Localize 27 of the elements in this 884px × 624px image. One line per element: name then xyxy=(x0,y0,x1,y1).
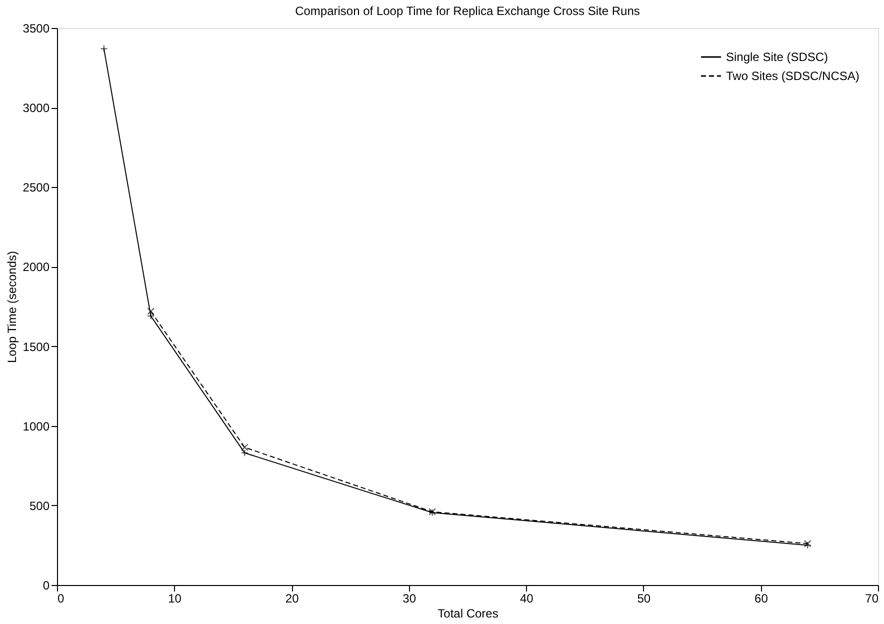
x-tick-label: 20 xyxy=(285,592,300,606)
y-tick-label: 0 xyxy=(42,578,50,592)
y-tick-label: 1000 xyxy=(22,419,50,434)
point xyxy=(804,542,812,549)
x-tick-label: 30 xyxy=(402,592,416,606)
x-axis-title: Total Cores xyxy=(438,606,498,620)
point xyxy=(100,45,108,52)
chart-title: Comparison of Loop Time for Replica Exchange Cross Site Runs xyxy=(295,4,640,18)
x-tick-label: 70 xyxy=(865,592,879,606)
point xyxy=(240,449,248,457)
y-tick-label: 3000 xyxy=(22,101,50,116)
point xyxy=(804,540,812,548)
y-axis-title: Loop Time (seconds) xyxy=(4,250,19,364)
x-tick-label: 40 xyxy=(520,592,534,606)
legend-label: Two Sites (SDSC/NCSA) xyxy=(726,69,860,83)
y-tick-label: 500 xyxy=(29,498,50,513)
point xyxy=(147,308,154,315)
x-tick-label: 60 xyxy=(754,592,768,606)
x-tick-label: 0 xyxy=(58,592,64,606)
legend-label: Single Site (SDSC) xyxy=(726,50,828,64)
y-tick-label: 2500 xyxy=(22,180,50,195)
x-tick-label: 10 xyxy=(168,592,182,606)
x-tick-label: 50 xyxy=(637,592,651,606)
point xyxy=(240,444,248,452)
y-tick-label: 3500 xyxy=(22,22,50,36)
y-tick-label: 2000 xyxy=(22,260,50,274)
y-tick-label: 1500 xyxy=(22,340,50,354)
